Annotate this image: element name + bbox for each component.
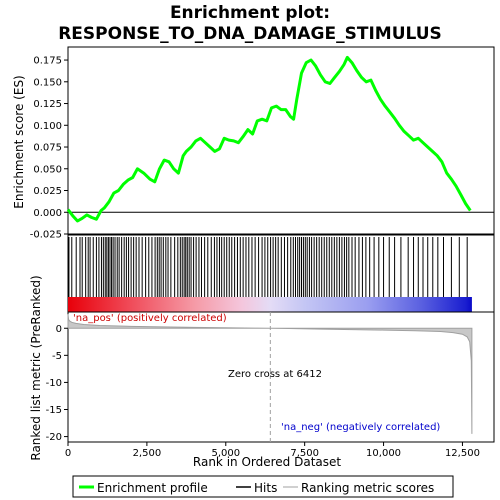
metric-xtick-label: 0 (65, 448, 71, 459)
es-ytick-label: -0.025 (30, 230, 62, 241)
metric-ytick-label: -5 (52, 351, 62, 362)
metric-xtick-label: 12,500 (445, 448, 480, 459)
chart-title-line1: Enrichment plot: (170, 3, 330, 23)
zero-cross-annotation: Zero cross at 6412 (228, 369, 322, 380)
rank-bar (68, 297, 472, 312)
metric-ytick-label: -15 (46, 405, 62, 416)
es-ytick-label: 0.175 (33, 56, 62, 67)
enrichment-profile-line (66, 55, 472, 223)
metric-ytick-label: -10 (46, 378, 62, 389)
metric-ytick-label: -20 (46, 432, 62, 443)
legend-box (72, 475, 454, 498)
es-ytick-label: 0.125 (33, 99, 62, 110)
pos-annotation: 'na_pos' (positively correlated) (73, 313, 227, 324)
metric-panel: 0-5-10-15-200 2,500 5,000 7,500 10,000 12,500 (46, 311, 495, 459)
es-ytick-label: 0.150 (33, 77, 62, 88)
es-ytick-label: 0.050 (33, 164, 62, 175)
legend-metric-label: Ranking metric scores (301, 481, 434, 495)
hits-panel (67, 234, 495, 313)
legend: Enrichment profile Hits Ranking metric s… (72, 475, 454, 498)
metric-ytick-label: 0 (56, 324, 62, 335)
es-ytick-label: 0.000 (33, 208, 62, 219)
legend-hits-label: Hits (254, 481, 277, 495)
metric-frame (67, 311, 495, 443)
ranked-metric-area (67, 314, 473, 434)
es-panel: -0.025 0.000 0.025 0.050 0.075 0.100 0.125 0.15… (30, 46, 495, 241)
metric-xlabel: Rank in Ordered Dataset (193, 455, 341, 469)
metric-xtick-label: 7,500 (290, 448, 319, 459)
es-ytick-label: 0.075 (33, 143, 62, 154)
es-ylabel: Enrichment score (ES) (12, 75, 26, 208)
metric-xtick-label: 10,000 (366, 448, 401, 459)
legend-profile-label: Enrichment profile (97, 481, 208, 495)
metric-xtick-label: 5,000 (211, 448, 240, 459)
chart-title-line2: RESPONSE_TO_DNA_DAMAGE_STIMULUS (58, 24, 442, 44)
metric-ylabel: Ranked list metric (PreRanked) (29, 275, 43, 460)
metric-xtick-label: 2,500 (133, 448, 162, 459)
es-frame (67, 46, 495, 235)
es-ytick-label: 0.025 (33, 186, 62, 197)
neg-annotation: 'na_neg' (negatively correlated) (281, 422, 440, 433)
es-ytick-label: 0.100 (33, 121, 62, 132)
